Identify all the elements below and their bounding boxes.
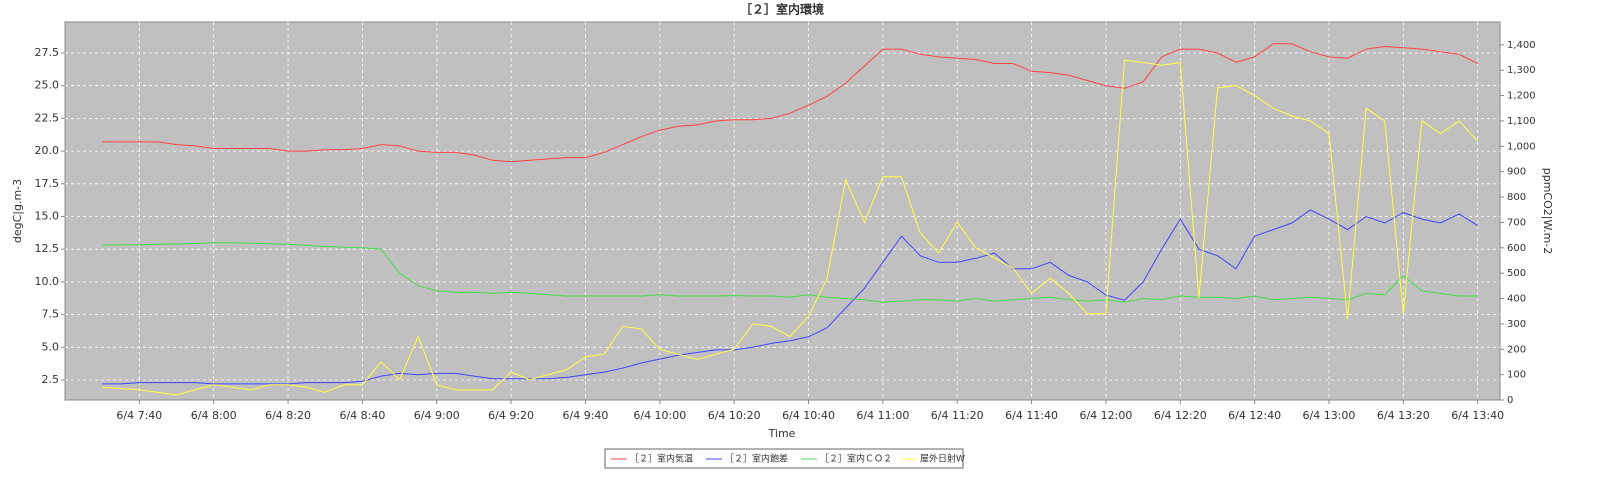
legend-label: ［２］室内ＣＯ２ [820,453,892,465]
y2-tick-label: 300 [1507,319,1526,330]
y-tick-label: 17.5 [35,177,60,190]
plot-area [64,21,1501,401]
y-tick-label: 5.0 [42,340,60,353]
y-tick-label: 22.5 [35,111,60,124]
y-tick-label: 2.5 [42,373,60,386]
y-tick-label: 27.5 [35,46,60,59]
x-tick-label: 6/4 11:00 [856,409,909,422]
x-tick-label: 6/4 8:20 [265,409,311,422]
y2-tick-label: 0 [1507,395,1513,406]
x-tick-label: 6/4 13:20 [1377,409,1430,422]
y2-tick-label: 1,000 [1507,141,1536,152]
x-tick-label: 6/4 9:40 [563,409,609,422]
y2-tick-label: 100 [1507,370,1526,381]
x-tick-label: 6/4 8:40 [339,409,385,422]
y-tick-label: 20.0 [35,144,60,157]
legend-label: ［２］室内飽差 [725,453,788,465]
y2-tick-label: 700 [1507,217,1526,228]
legend-box [604,448,964,469]
x-tick-label: 6/4 13:40 [1451,409,1504,422]
y-axis-label: degC|g.m-3 [11,179,24,243]
series-line [102,59,1479,396]
x-axis-label: Time [768,427,796,440]
x-tick-label: 6/4 10:20 [708,409,761,422]
y-tick-label: 25.0 [35,79,60,92]
y-tick-label: 10.0 [35,275,60,288]
legend-label: 屋外日射W [920,453,965,465]
y2-tick-label: 500 [1507,268,1526,279]
y2-tick-label: 1,300 [1507,65,1536,76]
y2-axis-label: ppmCO2|W.m-2 [1541,168,1554,255]
series-line [102,209,1478,385]
y2-tick-label: 1,200 [1507,91,1536,102]
x-tick-label: 6/4 9:20 [488,409,534,422]
y-tick-label: 7.5 [42,308,60,321]
y-tick-label: 15.0 [35,209,60,222]
y2-tick-label: 400 [1507,294,1526,305]
x-tick-label: 6/4 10:40 [782,409,835,422]
y2-tick-label: 800 [1507,192,1526,203]
y2-tick-label: 1,100 [1507,116,1536,127]
series-line [102,242,1478,303]
legend-label: ［２］室内気温 [630,453,693,465]
y-tick-label: 12.5 [35,242,60,255]
x-tick-label: 6/4 8:00 [191,409,237,422]
series-line [102,43,1478,163]
x-tick-label: 6/4 12:40 [1228,409,1281,422]
y2-tick-label: 900 [1507,167,1526,178]
x-tick-label: 6/4 11:20 [931,409,984,422]
y2-tick-label: 1,400 [1507,40,1536,51]
y2-tick-label: 200 [1507,344,1526,355]
x-tick-label: 6/4 12:00 [1079,409,1132,422]
x-tick-label: 6/4 13:00 [1303,409,1356,422]
y2-tick-label: 600 [1507,243,1526,254]
x-tick-label: 6/4 11:40 [1005,409,1058,422]
x-tick-label: 6/4 10:00 [633,409,686,422]
chart-title: ［２］室内環境 [740,2,824,17]
x-tick-label: 6/4 12:20 [1154,409,1207,422]
x-tick-label: 6/4 7:40 [116,409,162,422]
x-tick-label: 6/4 9:00 [414,409,460,422]
